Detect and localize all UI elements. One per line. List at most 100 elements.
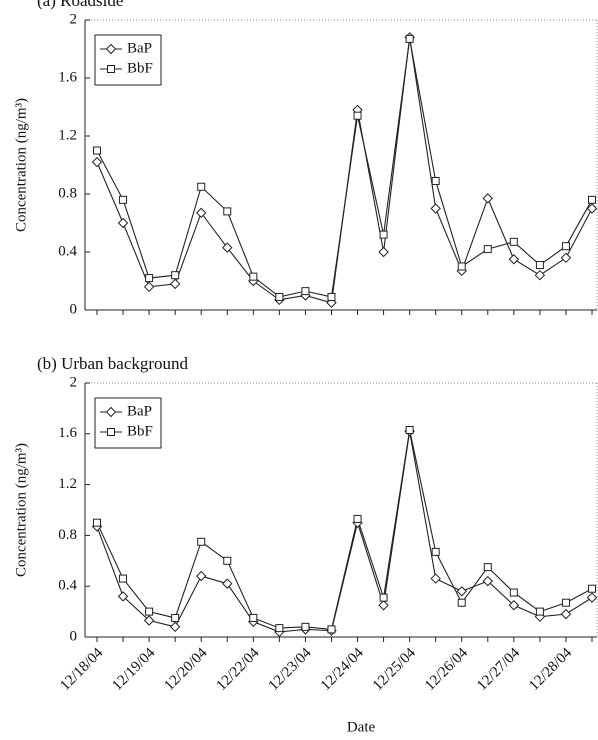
panel-title: (b) Urban background bbox=[37, 354, 189, 373]
data-point bbox=[379, 230, 388, 239]
legend-label: BbF bbox=[127, 60, 153, 76]
y-tick-label: 2 bbox=[70, 374, 78, 390]
y-axis-label: Concentration (ng/m³) bbox=[13, 443, 29, 577]
data-point bbox=[430, 203, 441, 214]
data-point bbox=[143, 615, 155, 626]
data-point bbox=[586, 592, 598, 603]
y-tick-label: 0.4 bbox=[58, 578, 77, 594]
data-point bbox=[223, 207, 232, 216]
data-point bbox=[145, 274, 154, 283]
x-tick-label: 12/18/04 bbox=[57, 645, 106, 694]
data-point bbox=[379, 593, 388, 602]
data-point bbox=[560, 252, 572, 264]
legend-marker bbox=[105, 406, 117, 418]
data-point bbox=[196, 207, 207, 219]
data-point bbox=[327, 292, 336, 301]
data-point bbox=[93, 146, 101, 155]
y-tick-label: 1.6 bbox=[58, 425, 77, 441]
data-point bbox=[509, 588, 518, 597]
data-point bbox=[119, 574, 128, 583]
data-point bbox=[534, 269, 546, 281]
y-tick-label: 2 bbox=[70, 11, 78, 27]
data-point bbox=[508, 600, 520, 611]
x-tick-label: 12/24/04 bbox=[318, 645, 367, 694]
y-tick-label: 1.2 bbox=[58, 127, 77, 143]
data-point bbox=[405, 425, 414, 434]
series-line bbox=[96, 429, 593, 630]
data-point bbox=[143, 281, 155, 293]
data-point bbox=[145, 607, 154, 616]
legend-box bbox=[94, 397, 162, 449]
data-point bbox=[482, 193, 493, 204]
series-line bbox=[96, 37, 593, 304]
x-tick-label: 12/27/04 bbox=[474, 645, 523, 694]
legend-label: BbF bbox=[127, 423, 153, 439]
data-point bbox=[405, 34, 414, 43]
data-point bbox=[196, 570, 207, 582]
data-point bbox=[353, 111, 362, 120]
legend-box bbox=[94, 34, 162, 86]
data-point bbox=[353, 514, 362, 523]
data-point bbox=[509, 237, 518, 246]
x-tick-label: 12/23/04 bbox=[266, 645, 315, 694]
data-point bbox=[561, 242, 570, 251]
data-point bbox=[560, 608, 572, 620]
data-point bbox=[378, 600, 389, 611]
data-point bbox=[588, 584, 596, 593]
data-point bbox=[249, 613, 258, 622]
data-point bbox=[535, 607, 544, 616]
data-point bbox=[275, 624, 284, 633]
data-point bbox=[482, 575, 493, 587]
data-point bbox=[249, 272, 258, 281]
data-point bbox=[91, 156, 103, 168]
data-point bbox=[119, 195, 128, 204]
data-point bbox=[117, 217, 129, 229]
panel-title: (a) Roadside bbox=[37, 0, 123, 10]
data-point bbox=[457, 598, 466, 607]
data-point bbox=[275, 292, 284, 301]
series-line bbox=[96, 38, 593, 298]
data-point bbox=[535, 261, 544, 270]
data-point bbox=[171, 613, 180, 622]
data-point bbox=[508, 254, 520, 265]
series-line bbox=[96, 431, 593, 633]
data-point bbox=[483, 563, 492, 572]
y-tick-label: 1.6 bbox=[58, 69, 77, 85]
data-point bbox=[93, 518, 101, 527]
x-tick-label: 12/22/04 bbox=[214, 645, 263, 694]
legend-label: BaP bbox=[127, 403, 152, 419]
x-axis-label: Date bbox=[347, 719, 376, 735]
data-point bbox=[431, 547, 440, 556]
x-tick-label: 12/19/04 bbox=[109, 645, 158, 694]
data-point bbox=[169, 621, 181, 633]
x-tick-label: 12/28/04 bbox=[526, 645, 575, 694]
data-point bbox=[117, 591, 129, 602]
data-point bbox=[171, 271, 180, 280]
y-tick-label: 0.4 bbox=[58, 243, 77, 259]
data-point bbox=[222, 578, 233, 589]
y-tick-label: 0.8 bbox=[58, 527, 77, 543]
data-point bbox=[197, 182, 206, 191]
x-tick-label: 12/20/04 bbox=[161, 645, 210, 694]
y-tick-label: 0 bbox=[70, 301, 78, 317]
legend-marker bbox=[105, 43, 117, 55]
y-tick-label: 0 bbox=[70, 628, 78, 644]
data-point bbox=[483, 245, 492, 254]
x-tick-label: 12/26/04 bbox=[422, 645, 471, 694]
data-point bbox=[586, 203, 598, 214]
data-point bbox=[561, 598, 570, 607]
data-point bbox=[301, 287, 310, 296]
x-tick-label: 12/25/04 bbox=[370, 645, 419, 694]
y-axis-label: Concentration (ng/m³) bbox=[13, 98, 29, 232]
y-tick-label: 1.2 bbox=[58, 476, 77, 492]
data-point bbox=[378, 246, 389, 258]
data-point bbox=[222, 242, 233, 253]
data-point bbox=[197, 537, 206, 546]
legend-label: BaP bbox=[127, 40, 152, 56]
legend-marker bbox=[107, 428, 115, 436]
y-tick-label: 0.8 bbox=[58, 185, 77, 201]
data-point bbox=[301, 622, 310, 631]
data-point bbox=[457, 262, 466, 271]
data-point bbox=[456, 586, 467, 597]
